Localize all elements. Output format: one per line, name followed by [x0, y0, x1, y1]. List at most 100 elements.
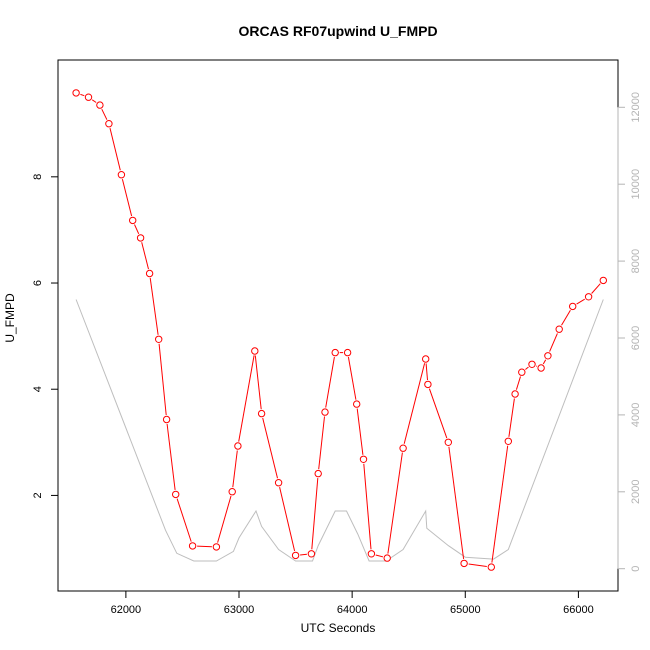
primary-series-segment [591, 283, 601, 294]
primary-series-point [383, 554, 391, 562]
primary-series-point [584, 293, 593, 301]
primary-series-layer [72, 89, 607, 571]
primary-series-segment [403, 363, 426, 444]
primary-series-segment [121, 178, 133, 217]
primary-series-segment [425, 363, 428, 381]
primary-series-segment [325, 356, 335, 408]
primary-series-point [359, 455, 368, 463]
primary-series-segment [375, 554, 384, 558]
primary-series-segment [576, 298, 585, 305]
y-tick-label: 4 [32, 386, 44, 392]
primary-series-segment [387, 452, 403, 554]
primary-series-segment [318, 416, 325, 470]
primary-series-point [343, 348, 352, 357]
secondary-series-line [75, 299, 604, 562]
primary-series-segment [363, 463, 372, 550]
x-tick-label: 64000 [337, 604, 368, 616]
primary-series-point [162, 415, 171, 424]
y2-tick-label: 2000 [630, 480, 642, 504]
primary-series-segment [134, 224, 140, 235]
primary-series-point [487, 563, 495, 571]
primary-series-point [117, 171, 126, 179]
primary-series-point [129, 216, 137, 225]
primary-series-point [424, 380, 432, 389]
primary-series-segment [166, 423, 176, 490]
primary-series-segment [347, 356, 357, 400]
primary-series-point [599, 276, 607, 285]
primary-series-point [321, 408, 329, 416]
y-tick-label: 8 [32, 174, 44, 180]
primary-series-segment [508, 398, 515, 437]
primary-series-point [172, 490, 180, 499]
y-tick-label: 6 [32, 280, 44, 286]
x-tick-label: 66000 [563, 604, 594, 616]
primary-series-point [367, 550, 376, 558]
primary-series-point [537, 364, 545, 372]
primary-series-point [504, 437, 512, 445]
primary-series-segment [468, 563, 487, 567]
primary-series-segment [356, 408, 364, 455]
primary-series-segment [149, 277, 159, 335]
primary-series-point [569, 302, 577, 311]
primary-series-point [307, 550, 316, 558]
y-tick-label: 2 [32, 492, 44, 498]
primary-series-segment [561, 310, 571, 326]
primary-series-point [274, 479, 283, 487]
primary-series-segment [262, 417, 278, 479]
primary-series-point [155, 335, 163, 343]
y2-tick-label: 6000 [630, 326, 642, 350]
primary-series-point [96, 101, 104, 109]
primary-series-point [460, 559, 468, 568]
primary-series-segment [176, 498, 192, 542]
primary-series-point [422, 355, 430, 363]
x-tick-label: 63000 [224, 604, 255, 616]
y2-tick-label: 4000 [630, 403, 642, 427]
primary-series-segment [101, 108, 108, 120]
primary-series-segment [279, 486, 296, 552]
primary-series-segment [197, 545, 212, 548]
primary-series-point [555, 325, 563, 333]
primary-series-segment [238, 355, 255, 442]
primary-series-point [251, 347, 259, 355]
primary-series-segment [217, 495, 232, 543]
primary-series-segment [109, 127, 121, 171]
y-axis-label: U_FMPD [3, 293, 17, 343]
primary-series-point [314, 469, 322, 478]
primary-series-point [257, 409, 266, 418]
primary-series-point [291, 551, 300, 560]
primary-series-segment [525, 366, 529, 370]
y2-tick-label: 8000 [630, 249, 642, 273]
primary-series-point [72, 89, 80, 97]
primary-series-point [331, 348, 339, 357]
primary-series-segment [515, 376, 521, 390]
primary-series-point [188, 542, 197, 550]
y2-axis: 0 2000 4000 6000 8000 10000 12000 [617, 92, 642, 572]
primary-series-segment [549, 333, 558, 352]
y2-tick-label: 12000 [630, 92, 642, 123]
x-axis-label: UTC Seconds [301, 621, 376, 635]
primary-series-segment [91, 99, 97, 103]
primary-series-segment [254, 355, 262, 410]
y-axis: 2 4 6 8 [32, 174, 59, 498]
primary-series-point [444, 438, 452, 446]
primary-series-segment [80, 93, 85, 97]
primary-series-segment [158, 343, 167, 416]
primary-series-segment [232, 450, 238, 488]
primary-series-point [145, 269, 154, 278]
chart-title: ORCAS RF07upwind U_FMPD [238, 23, 437, 39]
primary-series-segment [542, 359, 547, 365]
primary-series-point [518, 368, 526, 376]
primary-series-point [234, 442, 242, 450]
primary-series-point [399, 444, 407, 452]
primary-series-point [528, 360, 536, 368]
primary-series-point [511, 390, 519, 398]
x-axis: 62000 63000 64000 65000 66000 [111, 590, 594, 616]
primary-series-point [353, 400, 361, 408]
primary-series-point [84, 93, 93, 101]
primary-series-point [212, 543, 221, 551]
primary-series-segment [311, 478, 319, 550]
primary-series-segment [491, 445, 509, 563]
secondary-series-layer [75, 299, 604, 562]
primary-series-point [228, 488, 236, 496]
